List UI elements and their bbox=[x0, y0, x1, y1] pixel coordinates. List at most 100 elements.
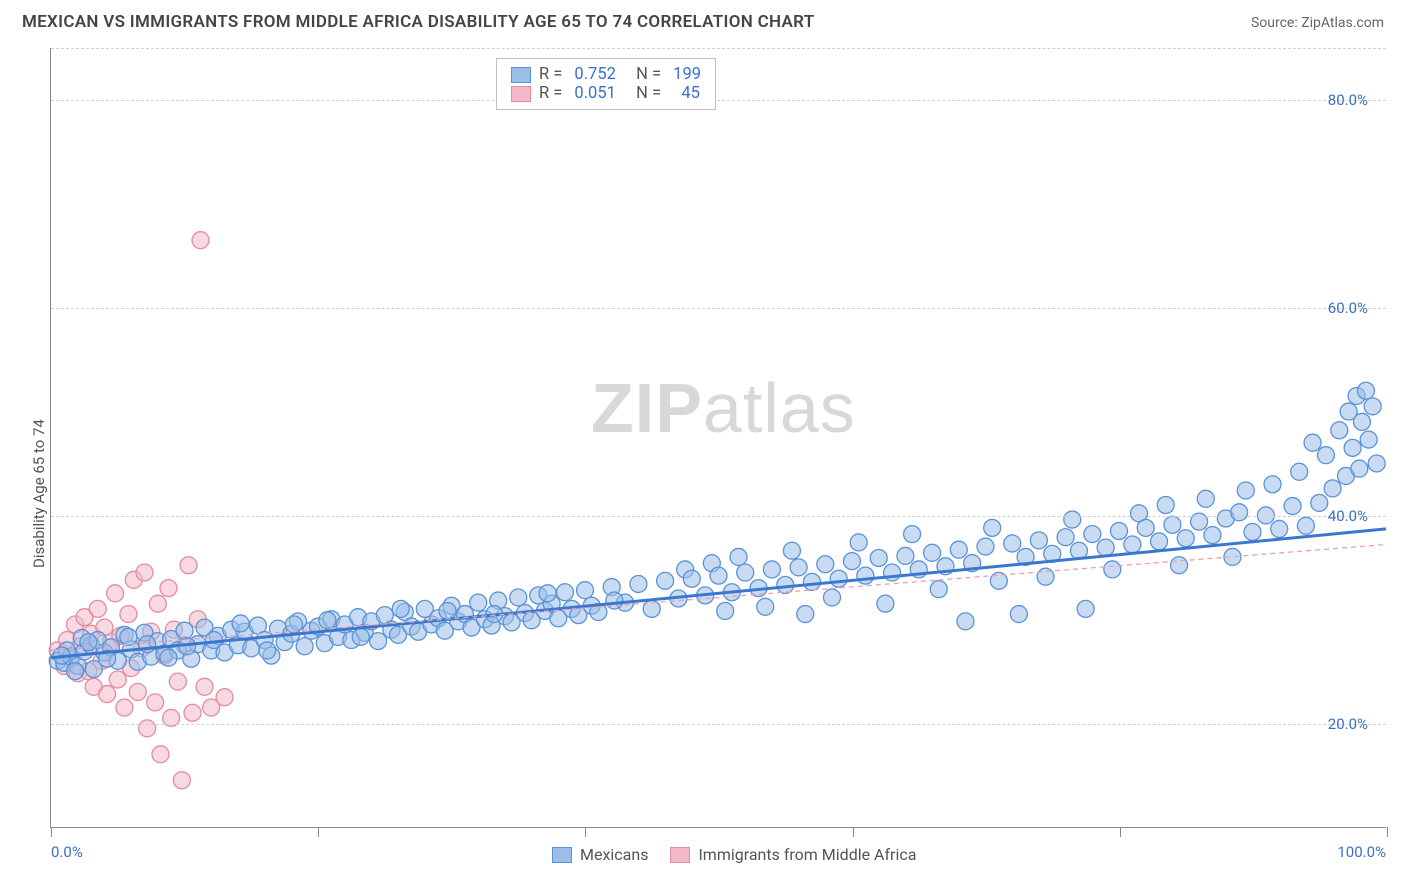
data-point bbox=[1311, 494, 1328, 511]
data-point bbox=[1291, 463, 1308, 480]
x-tick-label: 0.0% bbox=[51, 843, 83, 861]
series-legend: Mexicans Immigrants from Middle Africa bbox=[552, 845, 916, 864]
data-point bbox=[1353, 413, 1370, 430]
chart-area: Disability Age 65 to 74 ZIPatlas 20.0%40… bbox=[50, 48, 1386, 828]
data-point bbox=[1010, 606, 1027, 623]
data-point bbox=[1237, 482, 1254, 499]
data-point bbox=[1331, 422, 1348, 439]
data-point bbox=[173, 772, 190, 789]
data-point bbox=[196, 678, 213, 695]
data-point bbox=[352, 628, 369, 645]
data-point bbox=[120, 628, 137, 645]
legend-n-mexicans: 199 bbox=[673, 65, 701, 84]
data-point bbox=[392, 600, 409, 617]
data-point bbox=[89, 600, 106, 617]
data-point bbox=[870, 549, 887, 566]
data-point bbox=[1097, 539, 1114, 556]
legend-label-mexicans: Mexicans bbox=[580, 845, 648, 864]
data-point bbox=[1284, 498, 1301, 515]
data-point bbox=[763, 561, 780, 578]
data-point bbox=[216, 689, 233, 706]
data-point bbox=[1084, 526, 1101, 543]
x-tick bbox=[853, 827, 854, 837]
gridline bbox=[51, 48, 1386, 49]
data-point bbox=[717, 602, 734, 619]
x-tick bbox=[318, 827, 319, 837]
swatch-mexicans bbox=[511, 67, 531, 83]
data-point bbox=[897, 547, 914, 564]
data-point bbox=[319, 612, 336, 629]
swatch-africa-bottom bbox=[670, 847, 690, 863]
x-tick bbox=[1387, 827, 1388, 837]
swatch-mexicans-bottom bbox=[552, 847, 572, 863]
gridline bbox=[51, 724, 1386, 725]
data-point bbox=[539, 585, 556, 602]
data-point bbox=[1231, 504, 1248, 521]
legend-r-africa: 0.051 bbox=[574, 84, 615, 103]
data-point bbox=[1064, 511, 1081, 528]
data-point bbox=[180, 557, 197, 574]
data-point bbox=[1171, 557, 1188, 574]
chart-title: MEXICAN VS IMMIGRANTS FROM MIDDLE AFRICA… bbox=[22, 12, 814, 32]
data-point bbox=[823, 589, 840, 606]
data-point bbox=[1030, 532, 1047, 549]
legend-label-africa: Immigrants from Middle Africa bbox=[698, 845, 916, 864]
data-point bbox=[139, 720, 156, 737]
legend-row-mexicans: R = 0.752 N = 199 bbox=[511, 65, 701, 84]
data-point bbox=[1317, 447, 1334, 464]
data-point bbox=[192, 232, 209, 249]
data-point bbox=[850, 534, 867, 551]
data-point bbox=[797, 606, 814, 623]
x-tick bbox=[585, 827, 586, 837]
legend-item-mexicans: Mexicans bbox=[552, 845, 648, 864]
data-point bbox=[152, 746, 169, 763]
data-point bbox=[370, 633, 387, 650]
data-point bbox=[924, 544, 941, 561]
data-point bbox=[1204, 527, 1221, 544]
plot-region: ZIPatlas 20.0%40.0%60.0%80.0%0.0%100.0% bbox=[50, 48, 1386, 828]
data-point bbox=[109, 671, 126, 688]
data-point bbox=[957, 613, 974, 630]
legend-r-mexicans: 0.752 bbox=[574, 65, 615, 84]
data-point bbox=[1177, 530, 1194, 547]
data-point bbox=[1244, 524, 1261, 541]
x-tick-label: 100.0% bbox=[1337, 843, 1386, 861]
data-point bbox=[169, 673, 186, 690]
chart-source: Source: ZipAtlas.com bbox=[1251, 15, 1384, 31]
data-point bbox=[904, 526, 921, 543]
data-point bbox=[1057, 529, 1074, 546]
data-point bbox=[1344, 439, 1361, 456]
x-tick bbox=[51, 827, 52, 837]
data-point bbox=[790, 559, 807, 576]
data-point bbox=[730, 548, 747, 565]
data-point bbox=[1157, 497, 1174, 514]
data-point bbox=[1297, 517, 1314, 534]
data-point bbox=[149, 595, 166, 612]
data-point bbox=[99, 686, 116, 703]
data-point bbox=[285, 616, 302, 633]
data-point bbox=[259, 642, 276, 659]
legend-n-label: N = bbox=[624, 65, 665, 84]
data-point bbox=[1368, 455, 1385, 472]
swatch-africa bbox=[511, 86, 531, 102]
data-point bbox=[1037, 568, 1054, 585]
data-point bbox=[984, 519, 1001, 536]
data-point bbox=[683, 570, 700, 587]
correlation-legend: R = 0.752 N = 199 R = 0.051 N = 45 bbox=[496, 58, 716, 110]
y-tick-label: 60.0% bbox=[1328, 299, 1368, 317]
data-point bbox=[1351, 460, 1368, 477]
legend-n-label: N = bbox=[624, 84, 673, 103]
data-point bbox=[116, 699, 133, 716]
trend-line bbox=[51, 529, 1386, 658]
data-point bbox=[857, 567, 874, 584]
data-point bbox=[930, 581, 947, 598]
data-point bbox=[803, 573, 820, 590]
data-point bbox=[129, 683, 146, 700]
data-point bbox=[844, 553, 861, 570]
data-point bbox=[1164, 516, 1181, 533]
data-point bbox=[67, 663, 84, 680]
data-point bbox=[136, 564, 153, 581]
data-point bbox=[232, 615, 249, 632]
data-point bbox=[710, 567, 727, 584]
data-point bbox=[1124, 536, 1141, 553]
